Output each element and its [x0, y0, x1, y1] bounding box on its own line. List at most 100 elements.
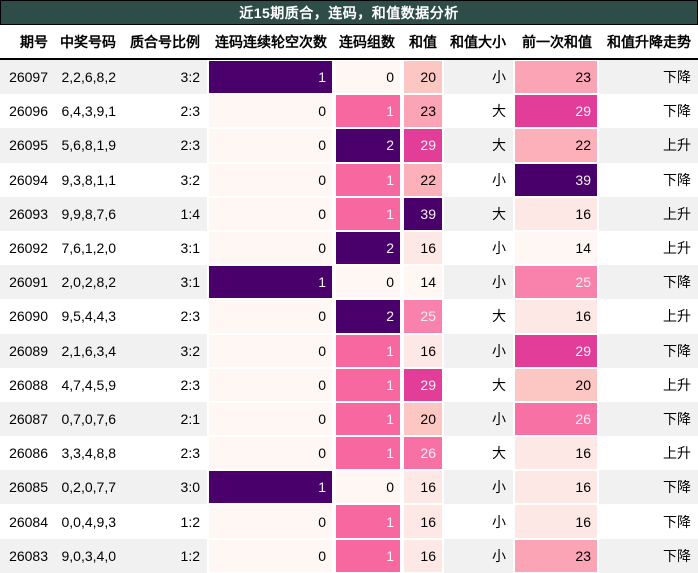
cell-skip: 0 [207, 436, 334, 471]
table-row: 26091 2,0,2,8,2 3:1 1 0 14 小 25 下降 [0, 265, 698, 300]
cell-numbers: 9,0,3,4,0 [55, 538, 123, 573]
cell-sum: 16 [402, 538, 444, 573]
cell-numbers: 9,9,8,7,6 [55, 196, 123, 231]
table-row: 26085 0,2,0,7,7 3:0 1 0 16 小 16 下降 [0, 470, 698, 505]
cell-sum: 20 [402, 401, 444, 437]
cell-size: 小 [444, 538, 513, 573]
cell-skip: 0 [207, 162, 334, 197]
cell-numbers: 9,5,4,4,3 [61, 308, 117, 325]
cell-groups: 1 [334, 504, 402, 539]
cell-sum: 16 [402, 333, 444, 368]
cell-ratio: 2:3 [180, 308, 200, 325]
cell-sum: 29 [402, 367, 444, 402]
cell-sum: 14 [402, 265, 444, 300]
table-row: 26097 2,2,6,8,2 3:2 1 0 20 小 23 下降 [0, 60, 698, 95]
table-row: 26095 5,6,8,1,9 2:3 0 2 29 大 22 上升 [0, 128, 698, 163]
cell-trend: 上升 [663, 240, 691, 257]
cell-trend: 上升 [599, 196, 698, 231]
title-bar: 近15期质合，连码，和值数据分析 [0, 0, 698, 25]
cell-period: 26087 [0, 401, 55, 437]
cell-ratio: 2:3 [180, 376, 200, 393]
cell-sum: 20 [402, 60, 444, 95]
cell-groups: 1 [334, 538, 402, 573]
cell-skip: 1 [207, 470, 334, 505]
cell-size: 小 [492, 240, 506, 257]
cell-sum: 16 [402, 230, 444, 266]
cell-trend: 下降 [599, 470, 698, 505]
cell-prev_sum: 16 [513, 299, 599, 334]
cell-prev_sum: 26 [513, 401, 599, 437]
cell-size: 小 [444, 470, 513, 505]
cell-trend: 下降 [599, 60, 698, 95]
cell-prev_sum: 23 [513, 538, 599, 573]
cell-sum: 26 [402, 436, 444, 471]
cell-skip: 1 [207, 60, 334, 95]
column-header-numbers: 中奖号码 [55, 25, 123, 60]
column-header-prev_sum: 前一次和值 [513, 25, 599, 60]
cell-size: 大 [492, 103, 506, 120]
cell-groups: 1 [334, 162, 402, 197]
cell-numbers: 6,4,3,9,1 [61, 103, 117, 120]
cell-prev_sum: 16 [513, 436, 599, 471]
cell-groups: 1 [334, 436, 402, 471]
cell-size: 小 [444, 333, 513, 368]
cell-prev_sum: 23 [513, 60, 599, 95]
cell-skip: 0 [207, 230, 334, 266]
cell-period: 26094 [9, 171, 48, 188]
cell-period: 26088 [9, 376, 48, 393]
cell-sum: 16 [402, 504, 444, 539]
cell-groups: 1 [334, 401, 402, 437]
cell-trend: 下降 [663, 103, 691, 120]
cell-prev_sum: 29 [513, 94, 599, 129]
analysis-table: 期号 中奖号码 质合号比例 连码连续轮空次数 连码组数 和值 和值大小 前一次和值 和值升降走势… [0, 25, 698, 573]
cell-numbers: 9,3,8,1,1 [61, 171, 117, 188]
cell-prev_sum: 39 [513, 162, 599, 197]
cell-ratio: 2:3 [180, 445, 200, 462]
page-title: 近15期质合，连码，和值数据分析 [239, 4, 459, 21]
cell-numbers: 7,6,1,2,0 [61, 240, 117, 257]
cell-trend: 上升 [663, 445, 691, 462]
cell-numbers: 0,0,4,9,3 [61, 513, 117, 530]
cell-numbers: 3,3,4,8,8 [61, 445, 117, 462]
cell-trend: 下降 [599, 401, 698, 437]
cell-groups: 2 [334, 299, 402, 334]
cell-period: 26084 [9, 513, 48, 530]
cell-ratio: 1:4 [123, 196, 207, 231]
cell-prev_sum: 16 [513, 470, 599, 505]
cell-prev_sum: 29 [513, 333, 599, 368]
cell-period: 26083 [0, 538, 55, 573]
cell-size: 大 [444, 128, 513, 163]
cell-groups: 1 [334, 367, 402, 402]
table-header: 期号 中奖号码 质合号比例 连码连续轮空次数 连码组数 和值 和值大小 前一次和值 和值升降走势 [0, 25, 698, 60]
cell-size: 小 [444, 265, 513, 300]
column-header-period: 期号 [0, 25, 55, 60]
cell-skip: 0 [207, 94, 334, 129]
cell-period: 26097 [0, 60, 55, 95]
cell-period: 26096 [9, 103, 48, 120]
cell-prev_sum: 25 [513, 265, 599, 300]
cell-trend: 下降 [663, 171, 691, 188]
cell-skip: 0 [207, 401, 334, 437]
cell-period: 26093 [0, 196, 55, 231]
cell-numbers: 0,7,0,7,6 [55, 401, 123, 437]
cell-size: 大 [444, 196, 513, 231]
column-header-trend: 和值升降走势 [599, 25, 698, 60]
cell-size: 大 [492, 308, 506, 325]
cell-ratio: 1:2 [180, 513, 200, 530]
table-row: 26093 9,9,8,7,6 1:4 0 1 39 大 16 上升 [0, 196, 698, 231]
cell-numbers: 2,0,2,8,2 [55, 265, 123, 300]
cell-skip: 0 [207, 504, 334, 539]
cell-sum: 16 [402, 470, 444, 505]
cell-skip: 0 [207, 299, 334, 334]
cell-period: 26090 [9, 308, 48, 325]
cell-groups: 1 [334, 196, 402, 231]
cell-groups: 0 [334, 470, 402, 505]
table-row: 26096 6,4,3,9,1 2:3 0 1 23 大 29 下降 [0, 94, 698, 129]
cell-prev_sum: 22 [513, 128, 599, 163]
cell-ratio: 1:2 [123, 538, 207, 573]
cell-size: 小 [444, 60, 513, 95]
cell-numbers: 2,2,6,8,2 [55, 60, 123, 95]
cell-trend: 上升 [663, 308, 691, 325]
cell-skip: 0 [207, 538, 334, 573]
cell-ratio: 3:2 [123, 60, 207, 95]
